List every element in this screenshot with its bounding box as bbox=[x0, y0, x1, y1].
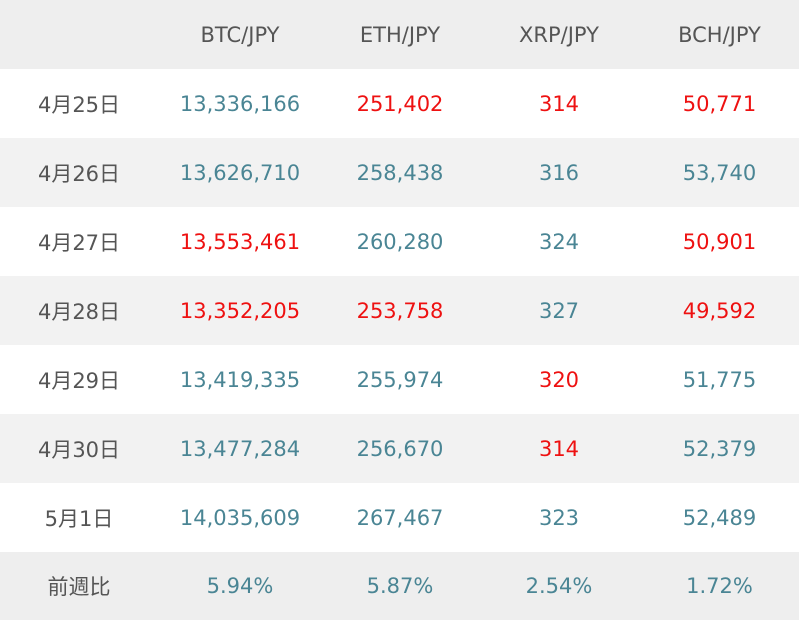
weekly-change-btc: 5.94% bbox=[158, 552, 322, 620]
table-row: 5月1日 14,035,609 267,467 323 52,489 bbox=[0, 483, 799, 552]
header-row: BTC/JPY ETH/JPY XRP/JPY BCH/JPY bbox=[0, 0, 799, 69]
weekly-change-bch: 1.72% bbox=[640, 552, 799, 620]
row-date: 4月29日 bbox=[0, 345, 158, 414]
price-cell-btc: 13,553,461 bbox=[158, 207, 322, 276]
price-cell-eth: 253,758 bbox=[322, 276, 478, 345]
price-cell-btc: 13,477,284 bbox=[158, 414, 322, 483]
price-cell-eth: 260,280 bbox=[322, 207, 478, 276]
row-date: 4月26日 bbox=[0, 138, 158, 207]
price-cell-xrp: 316 bbox=[478, 138, 640, 207]
price-cell-bch: 50,901 bbox=[640, 207, 799, 276]
header-btc-jpy: BTC/JPY bbox=[158, 0, 322, 69]
row-date: 4月25日 bbox=[0, 69, 158, 138]
price-cell-bch: 52,489 bbox=[640, 483, 799, 552]
weekly-change-eth: 5.87% bbox=[322, 552, 478, 620]
price-cell-bch: 50,771 bbox=[640, 69, 799, 138]
price-cell-bch: 52,379 bbox=[640, 414, 799, 483]
price-cell-xrp: 314 bbox=[478, 69, 640, 138]
price-cell-xrp: 323 bbox=[478, 483, 640, 552]
table-row: 4月28日 13,352,205 253,758 327 49,592 bbox=[0, 276, 799, 345]
weekly-change-label: 前週比 bbox=[0, 552, 158, 620]
price-cell-xrp: 327 bbox=[478, 276, 640, 345]
table-row: 4月25日 13,336,166 251,402 314 50,771 bbox=[0, 69, 799, 138]
header-bch-jpy: BCH/JPY bbox=[640, 0, 799, 69]
price-cell-btc: 13,336,166 bbox=[158, 69, 322, 138]
row-date: 4月28日 bbox=[0, 276, 158, 345]
price-cell-eth: 256,670 bbox=[322, 414, 478, 483]
price-cell-eth: 267,467 bbox=[322, 483, 478, 552]
price-cell-bch: 51,775 bbox=[640, 345, 799, 414]
header-xrp-jpy: XRP/JPY bbox=[478, 0, 640, 69]
weekly-change-xrp: 2.54% bbox=[478, 552, 640, 620]
header-eth-jpy: ETH/JPY bbox=[322, 0, 478, 69]
row-date: 4月30日 bbox=[0, 414, 158, 483]
price-cell-btc: 13,419,335 bbox=[158, 345, 322, 414]
price-cell-eth: 251,402 bbox=[322, 69, 478, 138]
price-cell-eth: 258,438 bbox=[322, 138, 478, 207]
price-cell-bch: 49,592 bbox=[640, 276, 799, 345]
table-row: 4月27日 13,553,461 260,280 324 50,901 bbox=[0, 207, 799, 276]
price-cell-btc: 14,035,609 bbox=[158, 483, 322, 552]
price-cell-xrp: 320 bbox=[478, 345, 640, 414]
price-cell-xrp: 324 bbox=[478, 207, 640, 276]
price-cell-bch: 53,740 bbox=[640, 138, 799, 207]
table-row: 4月29日 13,419,335 255,974 320 51,775 bbox=[0, 345, 799, 414]
price-cell-btc: 13,626,710 bbox=[158, 138, 322, 207]
weekly-change-row: 前週比 5.94% 5.87% 2.54% 1.72% bbox=[0, 552, 799, 620]
row-date: 5月1日 bbox=[0, 483, 158, 552]
price-cell-eth: 255,974 bbox=[322, 345, 478, 414]
row-date: 4月27日 bbox=[0, 207, 158, 276]
price-cell-xrp: 314 bbox=[478, 414, 640, 483]
price-cell-btc: 13,352,205 bbox=[158, 276, 322, 345]
table-row: 4月30日 13,477,284 256,670 314 52,379 bbox=[0, 414, 799, 483]
header-corner bbox=[0, 0, 158, 69]
table-row: 4月26日 13,626,710 258,438 316 53,740 bbox=[0, 138, 799, 207]
